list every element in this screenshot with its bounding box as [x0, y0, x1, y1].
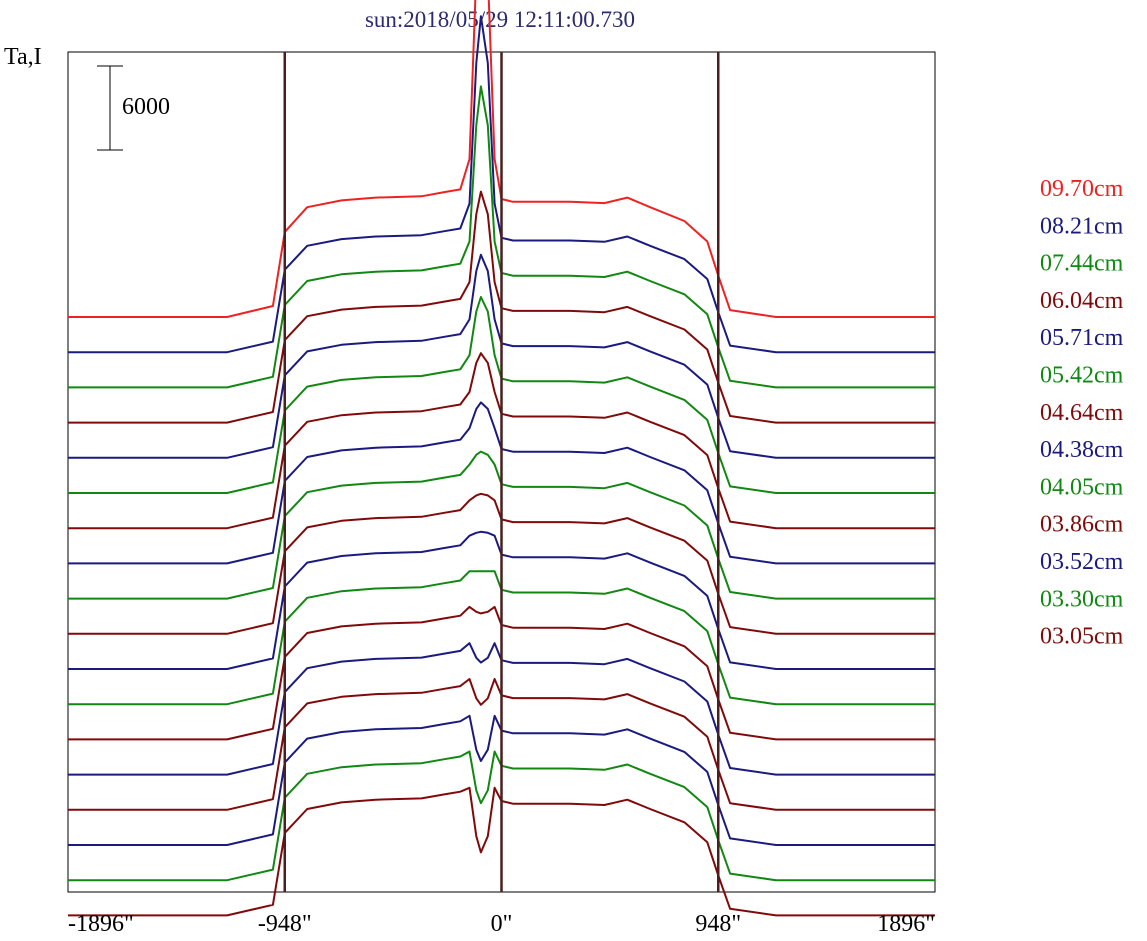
scale-bar: 6000: [97, 65, 170, 151]
legend-entry: 04.05cm: [1040, 474, 1124, 500]
series-line-3: [68, 85, 935, 389]
legend-entry: 08.21cm: [1040, 213, 1124, 239]
x-tick-label: 948": [695, 911, 741, 937]
series-line-8: [68, 401, 935, 565]
series-line-4: [68, 190, 935, 424]
legend-entry: 07.44cm: [1040, 251, 1124, 277]
legend-entry: 03.05cm: [1040, 624, 1124, 650]
x-tick-label: -948": [258, 911, 312, 937]
legend-entry: 04.64cm: [1040, 400, 1124, 426]
series-line-5: [68, 253, 935, 459]
legend-entry: 06.04cm: [1040, 288, 1124, 314]
legend-entry: 09.70cm: [1040, 176, 1124, 202]
legend-entry: 04.38cm: [1040, 437, 1124, 463]
scale-bar-label: 6000: [122, 94, 170, 120]
series-line-14: [68, 642, 935, 776]
series-line-13: [68, 605, 935, 741]
x-tick-labels: -1896" -948" 0" 948" 1896": [68, 911, 935, 937]
series-line-6: [68, 296, 935, 494]
series-line-7: [68, 352, 935, 530]
y-axis-label: Ta,I: [4, 44, 42, 70]
legend-entry: 03.86cm: [1040, 512, 1124, 538]
legend-entry: 03.30cm: [1040, 586, 1124, 612]
series-line-18: [68, 786, 935, 917]
chart-title: sun:2018/05/29 12:11:00.730: [365, 7, 635, 32]
series-line-15: [68, 678, 935, 811]
legend-entry: 03.52cm: [1040, 549, 1124, 575]
x-tick-label: 1896": [877, 911, 935, 937]
series-line-11: [68, 530, 935, 670]
series-line-1: [68, 0, 935, 318]
curves: [68, 0, 935, 917]
x-tick-label: 0": [491, 911, 513, 937]
vertical-lines: [283, 52, 720, 892]
series-line-16: [68, 714, 935, 846]
legend-entry: 05.42cm: [1040, 363, 1124, 389]
series-line-17: [68, 750, 935, 882]
legend-entry: 05.71cm: [1040, 325, 1124, 351]
series-line-9: [68, 450, 935, 600]
series-line-10: [68, 492, 935, 635]
legend: 09.70cm 08.21cm 07.44cm 06.04cm 05.71cm 05.42…: [1040, 176, 1124, 650]
series-line-2: [68, 15, 935, 354]
x-tick-label: -1896": [68, 911, 134, 937]
series-line-12: [68, 570, 935, 706]
